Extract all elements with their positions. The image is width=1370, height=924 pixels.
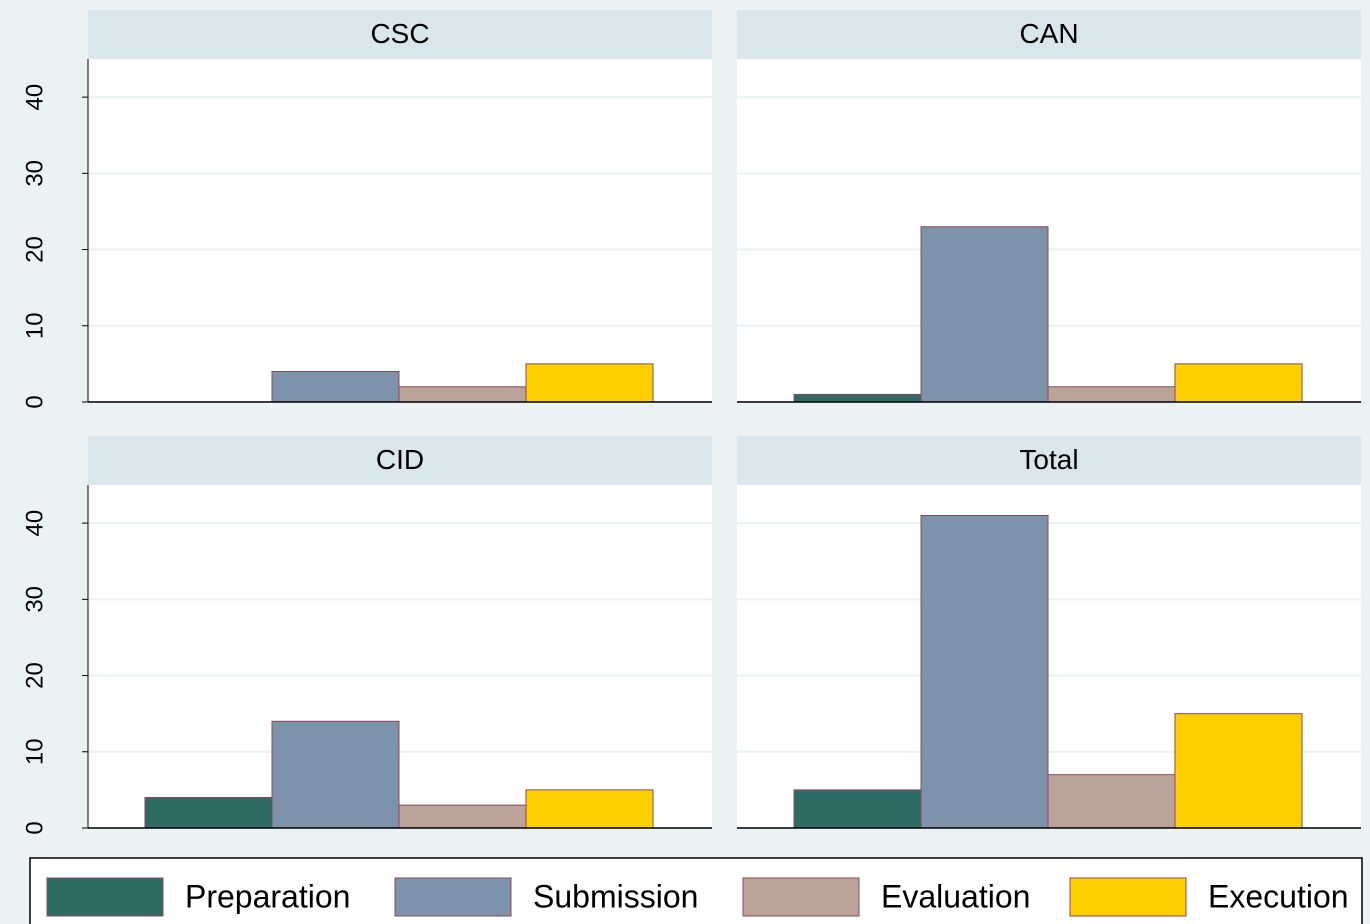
- panel-strip: [88, 436, 712, 485]
- bar: [398, 386, 527, 403]
- bar: [144, 797, 273, 829]
- legend-swatch: [46, 877, 164, 917]
- y-tick-label: 30: [21, 586, 48, 613]
- bar: [793, 789, 922, 829]
- plot-area: [88, 485, 712, 828]
- legend-swatch: [394, 877, 512, 917]
- bar: [1174, 713, 1303, 829]
- y-tick-label: 40: [21, 510, 48, 537]
- panel-title: CID: [376, 444, 424, 475]
- y-tick-label: 0: [21, 821, 48, 834]
- bar: [271, 720, 400, 829]
- y-tick-label: 10: [21, 312, 48, 339]
- legend-label: Submission: [533, 878, 698, 914]
- legend-swatch: [1069, 877, 1187, 917]
- plot-area: [737, 59, 1361, 402]
- bar: [1047, 386, 1176, 403]
- y-tick-label: 0: [21, 395, 48, 408]
- bar: [793, 393, 922, 403]
- bar: [398, 804, 527, 829]
- bar: [920, 226, 1049, 403]
- bar: [1047, 774, 1176, 829]
- bar: [525, 363, 654, 403]
- legend-label: Evaluation: [881, 878, 1030, 914]
- y-tick-label: 20: [21, 236, 48, 263]
- bar: [1174, 363, 1303, 403]
- panel-title: Total: [1019, 444, 1078, 475]
- bar: [525, 789, 654, 829]
- legend-label: Execution: [1208, 878, 1349, 914]
- panel-strip: [88, 10, 712, 59]
- panel-strip: [737, 436, 1361, 485]
- y-tick-label: 20: [21, 662, 48, 689]
- plot-area: [88, 59, 712, 402]
- legend-label: Preparation: [185, 878, 350, 914]
- panel-title: CAN: [1019, 18, 1078, 49]
- y-tick-label: 30: [21, 160, 48, 187]
- y-tick-label: 40: [21, 84, 48, 111]
- panel-title: CSC: [370, 18, 429, 49]
- bar: [271, 371, 400, 403]
- panel-strip: [737, 10, 1361, 59]
- bar: [920, 514, 1049, 829]
- legend-swatch: [742, 877, 860, 917]
- y-tick-label: 10: [21, 738, 48, 765]
